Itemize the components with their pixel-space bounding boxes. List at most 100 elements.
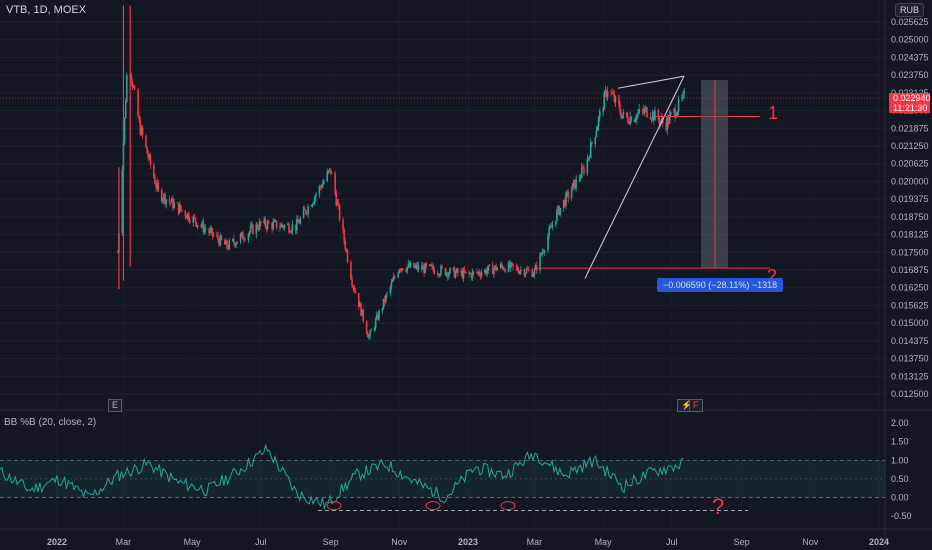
candle-body: [667, 117, 670, 124]
candle-body: [154, 177, 156, 185]
candle-body: [196, 225, 199, 227]
candle-body: [323, 181, 325, 184]
candle-body: [668, 114, 671, 124]
candle-body: [460, 271, 463, 274]
candle-body: [478, 271, 481, 275]
candle-body: [145, 135, 147, 147]
indicator-tick-label: 2.00: [891, 418, 909, 428]
candle-body: [392, 276, 395, 281]
candle-body: [405, 270, 407, 272]
currency-button[interactable]: RUB: [894, 3, 924, 17]
candle-body: [650, 118, 653, 120]
candle-body: [504, 269, 506, 272]
candle-body: [187, 213, 190, 221]
candle-body: [541, 252, 544, 255]
candle-body: [485, 269, 487, 275]
candle-body: [320, 186, 323, 188]
candle-body: [314, 196, 316, 203]
candle-body: [417, 265, 420, 270]
candle-body: [173, 202, 175, 209]
candle-body: [360, 303, 362, 316]
time-tick-label: Jul: [666, 537, 678, 547]
candle-body: [275, 220, 278, 229]
candle-body: [625, 112, 628, 118]
candle-body: [220, 235, 223, 241]
candle-body: [511, 262, 513, 264]
indicator-tick-label: 0.50: [891, 474, 909, 484]
candle-body: [132, 86, 135, 88]
candle-body: [591, 141, 593, 144]
candle-body: [589, 141, 592, 158]
candle-body: [524, 273, 527, 276]
candle-body: [518, 271, 521, 274]
candle-body: [493, 268, 495, 275]
candle-body: [547, 236, 549, 251]
candles-group: [117, 5, 685, 340]
candle-body: [346, 250, 349, 262]
candle-body: [548, 228, 550, 237]
candle-body: [508, 262, 511, 268]
candle-body: [564, 200, 566, 207]
candle-body: [211, 228, 214, 236]
earnings-marker[interactable]: E: [108, 399, 123, 412]
candle-body: [137, 89, 139, 117]
candle-body: [241, 232, 244, 240]
time-tick-label: 2023: [458, 537, 478, 547]
candle-body: [539, 253, 541, 271]
candle-body: [218, 239, 220, 246]
candle-body: [321, 183, 324, 188]
candle-body: [193, 216, 196, 218]
measure-label[interactable]: −0.006590 (−28.11%) −1318: [657, 278, 784, 292]
price-tick-label: 0.016250: [891, 283, 929, 293]
dividend-marker[interactable]: F: [689, 399, 703, 412]
candle-body: [441, 266, 443, 268]
candle-body: [682, 93, 684, 98]
candle-body: [588, 157, 591, 158]
candle-body: [423, 266, 425, 273]
candle-body: [683, 91, 685, 94]
symbol-title: VTB, 1D, MOEX: [6, 4, 87, 16]
candle-body: [359, 303, 361, 307]
candle-body: [232, 239, 235, 244]
candle-body: [265, 226, 268, 229]
candle-body: [274, 220, 277, 222]
candle-body: [139, 120, 142, 135]
candle-body: [453, 267, 456, 278]
candle-body: [138, 116, 140, 121]
annotation-label-1: 1: [768, 103, 778, 123]
time-tick-label: May: [184, 537, 202, 547]
candle-body: [140, 127, 143, 135]
candle-body: [470, 273, 473, 278]
indicator-tick-label: 1.00: [891, 455, 909, 465]
candle-body: [251, 224, 253, 227]
candle-body: [126, 75, 128, 102]
current-price-value: 0.022940: [893, 93, 931, 103]
candle-body: [603, 92, 606, 110]
candle-body: [509, 262, 512, 268]
candle-body: [597, 117, 600, 127]
candle-body: [611, 92, 613, 94]
candle-body: [540, 253, 542, 255]
candle-body: [543, 250, 546, 253]
candle-body: [507, 262, 510, 272]
candle-body: [407, 263, 410, 268]
price-tick-label: 0.018750: [891, 212, 929, 222]
candle-body: [307, 206, 309, 214]
candle-body: [234, 243, 236, 247]
candle-body: [290, 231, 293, 233]
lower-trendline: [584, 76, 685, 279]
candle-body: [531, 269, 533, 277]
candle-body: [628, 122, 630, 125]
candle-body: [267, 221, 270, 224]
candle-body: [532, 274, 535, 277]
candle-body: [551, 224, 554, 228]
candle-body: [130, 74, 133, 81]
candle-body: [542, 252, 545, 253]
candle-body: [449, 268, 451, 274]
price-tick-label: 0.020625: [891, 159, 929, 169]
candle-body: [389, 286, 392, 294]
candle-body: [565, 192, 567, 207]
candle-body: [148, 154, 151, 158]
candle-body: [496, 267, 499, 271]
